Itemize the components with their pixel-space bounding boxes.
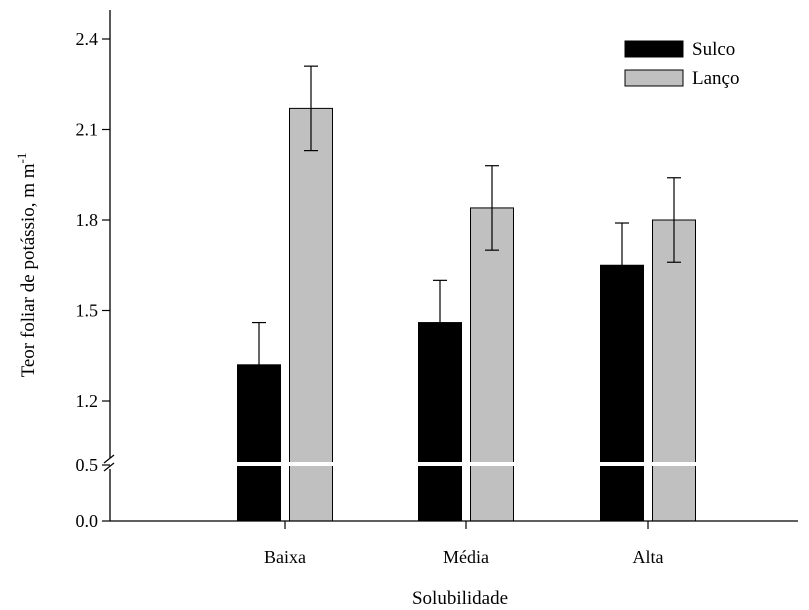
bar-lanço-média [470, 207, 514, 522]
axis-break-band [112, 462, 798, 466]
y-tick-label: 0.0 [76, 511, 99, 531]
legend-swatch-lanço [624, 69, 684, 87]
y-tick-label: 0.5 [76, 455, 99, 475]
x-axis-title: Solubilidade [412, 588, 508, 609]
bar-lanço-alta [652, 219, 696, 522]
x-tick-label: Baixa [264, 547, 306, 567]
y-tick-label: 2.4 [76, 29, 99, 49]
y-tick-label: 1.5 [76, 301, 99, 321]
axis-break-mark [103, 462, 115, 472]
legend: Sulco Lanço [624, 39, 739, 89]
axes-layer [102, 10, 798, 529]
y-tick-label: 1.2 [76, 391, 99, 411]
x-tick-label: Média [443, 547, 489, 567]
labels-layer: 0.0 0.5 1.2 1.5 1.8 2.1 2.4 Baixa Média Alta Solub… [14, 29, 664, 609]
y-tick-label: 1.8 [76, 210, 99, 230]
legend-swatch-sulco [624, 40, 684, 58]
axis-break-mark [103, 454, 115, 464]
legend-label-lanço: Lanço [692, 68, 739, 89]
bars-layer [112, 65, 798, 522]
y-axis-title-superscript: -1 [14, 153, 29, 164]
legend-label-sulco: Sulco [692, 39, 735, 60]
bar-lanço-baixa [289, 107, 333, 522]
y-axis-title: Teor foliar de potássio, m m-1 [14, 153, 39, 378]
y-tick-label: 2.1 [76, 120, 99, 140]
x-tick-label: Alta [633, 547, 664, 567]
